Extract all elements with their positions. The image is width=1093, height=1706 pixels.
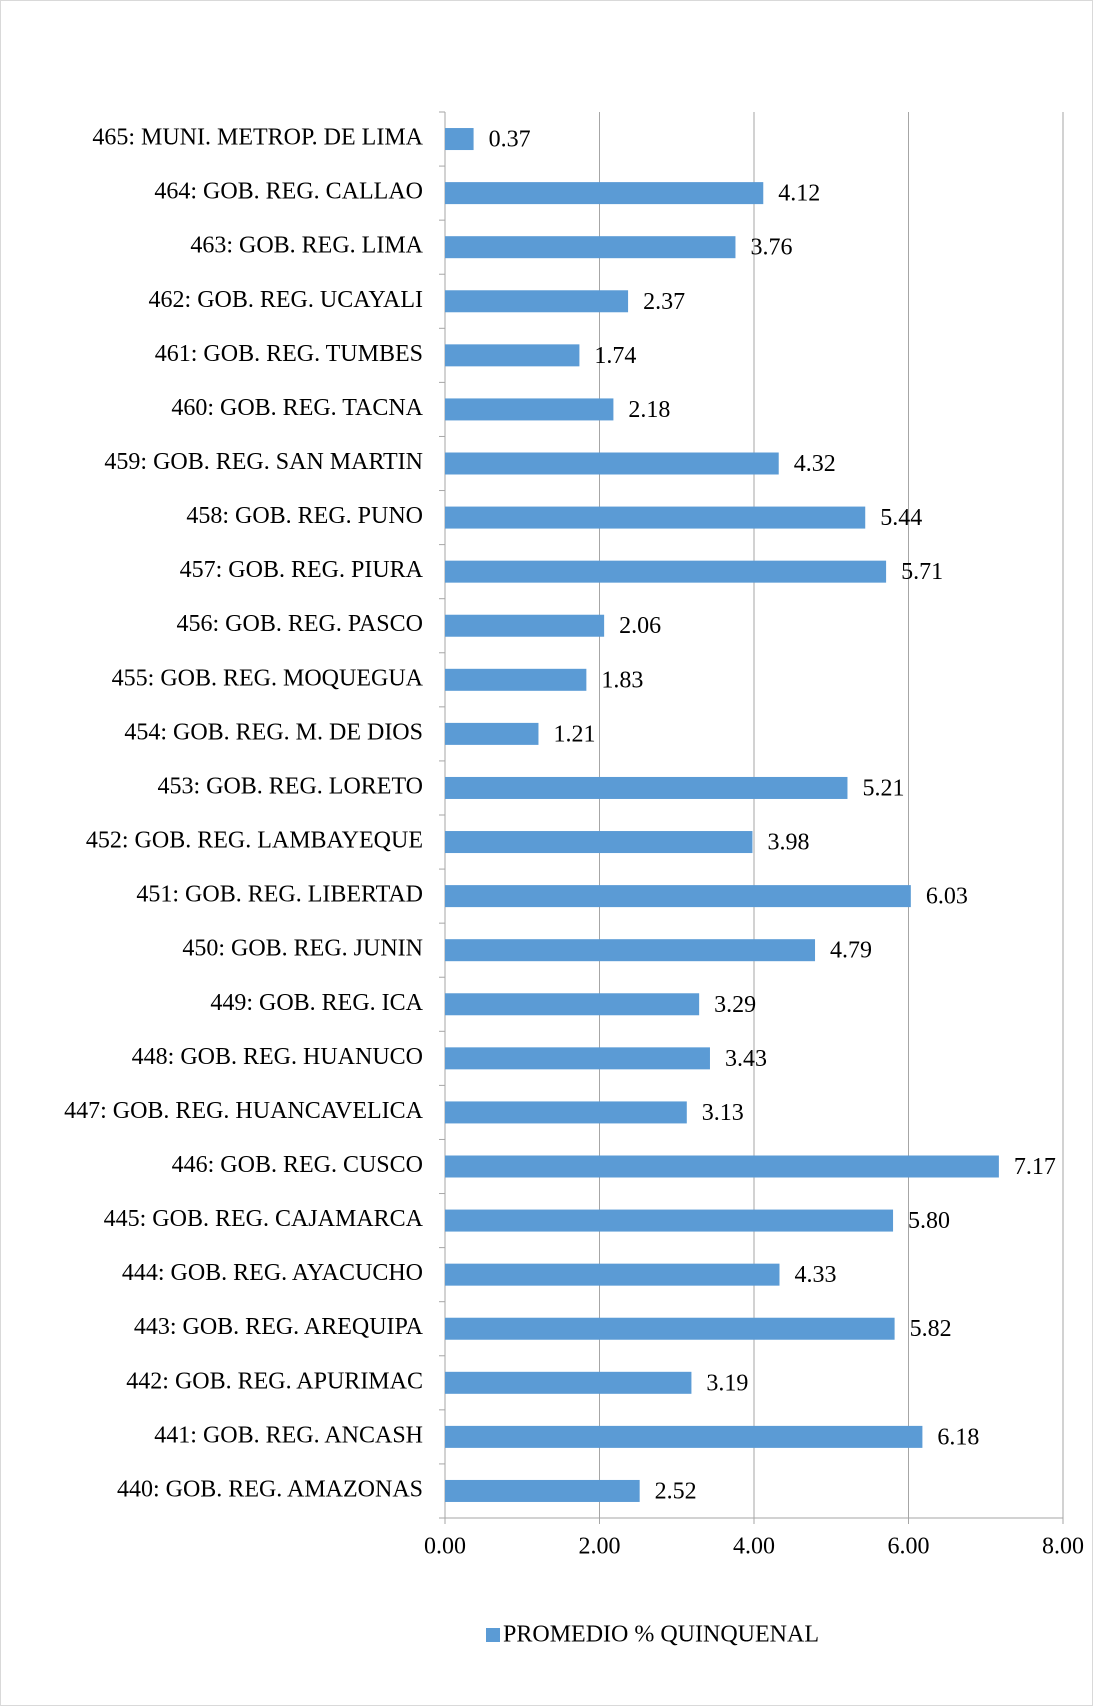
bar [445, 128, 474, 151]
data-label: 1.83 [601, 667, 643, 693]
data-label: 3.98 [767, 830, 809, 856]
y-tick-label: 442: GOB. REG. APURIMAC [126, 1368, 423, 1394]
y-tick-label: 449: GOB. REG. ICA [210, 990, 423, 1016]
bar [445, 668, 587, 691]
bar [445, 506, 866, 529]
bar [445, 722, 539, 745]
y-tick-label: 458: GOB. REG. PUNO [186, 503, 423, 529]
y-tick-label: 440: GOB. REG. AMAZONAS [117, 1476, 423, 1502]
legend-swatch [486, 1628, 500, 1642]
data-label: 1.74 [594, 343, 636, 369]
bar [445, 1317, 895, 1340]
data-label: 5.80 [908, 1208, 950, 1234]
bar [445, 182, 764, 205]
y-tick-label: 446: GOB. REG. CUSCO [172, 1152, 423, 1178]
y-tick-label: 453: GOB. REG. LORETO [157, 773, 423, 799]
bar [445, 1479, 640, 1502]
y-tick-label: 455: GOB. REG. MOQUEGUA [112, 665, 424, 691]
bar [445, 1047, 710, 1070]
data-label: 5.21 [862, 775, 904, 801]
bar [445, 452, 779, 475]
bar [445, 236, 736, 259]
x-tick-label: 8.00 [1042, 1534, 1084, 1560]
bar [445, 290, 629, 313]
y-tick-label: 460: GOB. REG. TACNA [171, 395, 423, 421]
y-tick-label: 445: GOB. REG. CAJAMARCA [104, 1206, 424, 1232]
bar [445, 885, 911, 908]
y-tick-label: 451: GOB. REG. LIBERTAD [136, 882, 423, 908]
bar [445, 1209, 894, 1232]
data-label: 7.17 [1014, 1154, 1056, 1180]
y-tick-label: 464: GOB. REG. CALLAO [154, 179, 423, 205]
data-label: 2.06 [619, 613, 661, 639]
legend-label: PROMEDIO % QUINQUENAL [503, 1622, 819, 1648]
bar [445, 1425, 923, 1448]
y-tick-label: 459: GOB. REG. SAN MARTIN [104, 449, 423, 475]
bar [445, 1263, 780, 1286]
y-tick-label: 452: GOB. REG. LAMBAYEQUE [86, 828, 423, 854]
y-tick-label: 456: GOB. REG. PASCO [176, 611, 423, 637]
data-label: 3.43 [725, 1046, 767, 1072]
y-tick-label: 461: GOB. REG. TUMBES [155, 341, 423, 367]
x-tick-label: 0.00 [424, 1534, 466, 1560]
data-label: 5.82 [910, 1316, 952, 1342]
bar [445, 560, 887, 583]
bar [445, 776, 848, 799]
data-label: 0.37 [489, 127, 531, 153]
data-label: 6.03 [926, 884, 968, 910]
y-tick-label: 463: GOB. REG. LIMA [190, 233, 423, 259]
data-label: 4.32 [794, 451, 836, 477]
data-label: 2.52 [655, 1478, 697, 1504]
data-label: 5.44 [880, 505, 922, 531]
y-tick-label: 441: GOB. REG. ANCASH [154, 1422, 423, 1448]
bar [445, 1155, 999, 1178]
data-label: 3.76 [750, 235, 792, 261]
y-tick-label: 454: GOB. REG. M. DE DIOS [124, 719, 423, 745]
bar [445, 614, 605, 637]
data-label: 4.12 [778, 181, 820, 207]
bar [445, 1101, 687, 1124]
x-tick-label: 4.00 [733, 1534, 775, 1560]
bar [445, 831, 753, 854]
data-label: 4.33 [794, 1262, 836, 1288]
bar [445, 993, 700, 1016]
bar [445, 344, 580, 367]
y-tick-label: 450: GOB. REG. JUNIN [182, 936, 423, 962]
x-tick-label: 2.00 [579, 1534, 621, 1560]
x-tick-label: 6.00 [888, 1534, 930, 1560]
bar [445, 398, 614, 421]
bar [445, 939, 816, 962]
data-label: 4.79 [830, 938, 872, 964]
data-label: 2.37 [643, 289, 685, 315]
data-label: 1.21 [553, 721, 595, 747]
bar [445, 1371, 692, 1394]
y-tick-label: 457: GOB. REG. PIURA [180, 557, 424, 583]
data-label: 3.13 [702, 1100, 744, 1126]
data-label: 3.29 [714, 992, 756, 1018]
data-label: 5.71 [901, 559, 943, 585]
data-label: 6.18 [937, 1424, 979, 1450]
y-tick-label: 447: GOB. REG. HUANCAVELICA [64, 1098, 424, 1124]
y-tick-label: 444: GOB. REG. AYACUCHO [122, 1260, 423, 1286]
y-tick-label: 443: GOB. REG. AREQUIPA [134, 1314, 424, 1340]
data-label: 3.19 [706, 1370, 748, 1396]
y-tick-label: 465: MUNI. METROP. DE LIMA [92, 125, 423, 151]
y-tick-label: 462: GOB. REG. UCAYALI [149, 287, 423, 313]
y-tick-label: 448: GOB. REG. HUANUCO [132, 1044, 423, 1070]
data-label: 2.18 [628, 397, 670, 423]
